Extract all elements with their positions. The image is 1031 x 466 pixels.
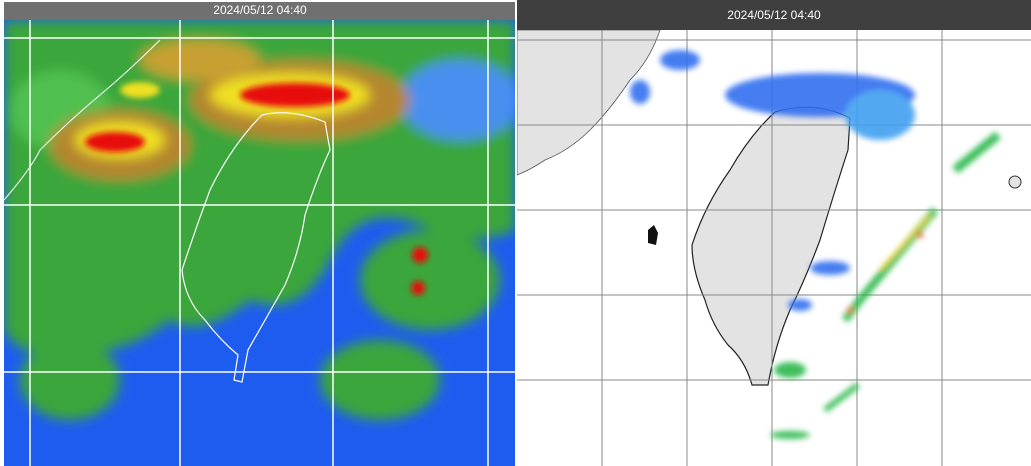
china-coastline — [4, 39, 161, 201]
radar-panel: 2024/05/12 04:40 — [517, 0, 1031, 466]
taiwan-coastline — [181, 112, 331, 383]
panel-header — [517, 0, 1031, 30]
lat-lon-grid — [4, 20, 515, 466]
satellite-image — [4, 20, 515, 466]
timestamp: 2024/05/12 04:40 — [727, 8, 821, 22]
china-coast — [517, 30, 661, 176]
radar-echoes — [630, 50, 1001, 439]
islands — [648, 175, 1022, 245]
taiwan — [691, 106, 851, 386]
timestamp: 2024/05/12 04:40 — [213, 3, 307, 17]
lat-lon-grid — [517, 30, 1031, 466]
radar-image — [517, 30, 1031, 466]
panel-header — [4, 2, 515, 20]
satellite-panel: 2024/05/12 04:40 — [4, 2, 515, 466]
deep-convection — [85, 82, 428, 295]
